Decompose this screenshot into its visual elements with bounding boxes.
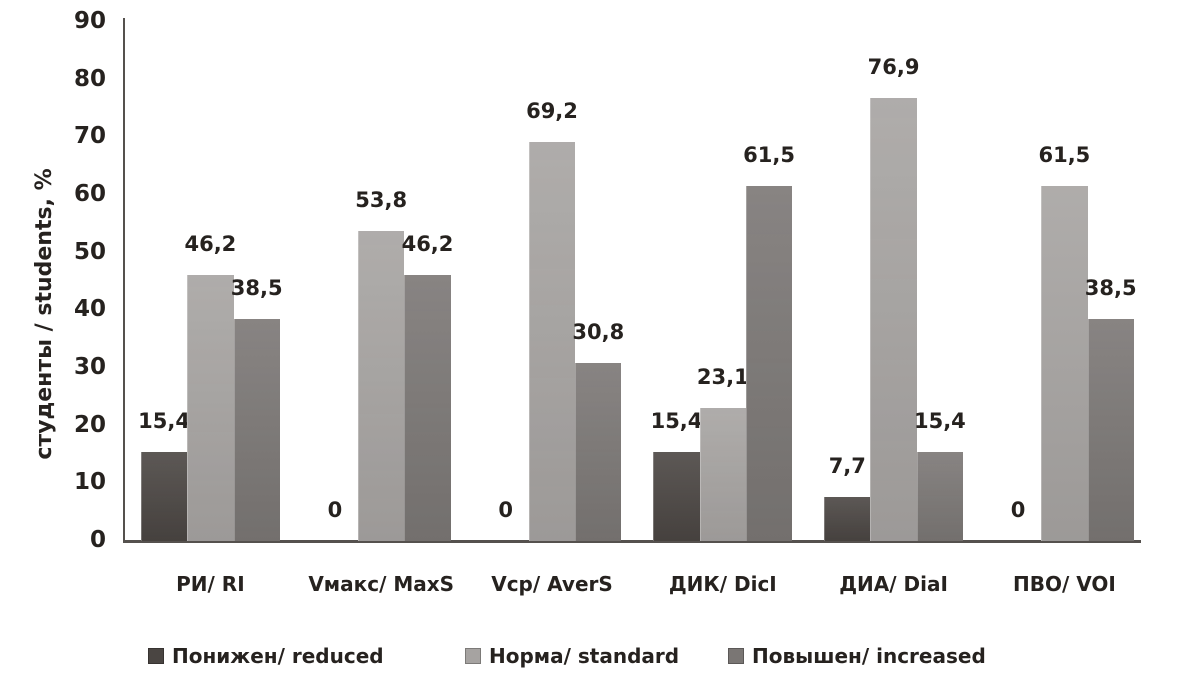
bar [870, 97, 917, 541]
category-label: РИ/ RI [176, 572, 245, 596]
bar [358, 230, 405, 541]
category-label: ДИА/ DiaI [839, 572, 948, 596]
bar [404, 274, 451, 541]
y-tick-label: 10 [73, 469, 106, 496]
bar-value-label: 38,5 [230, 275, 283, 300]
bar-value-label: 61,5 [1038, 143, 1091, 168]
bar-value-label: 15,4 [913, 409, 966, 434]
y-tick-label: 60 [73, 181, 106, 207]
bar [1087, 318, 1134, 541]
category-label: Vср/ AverS [491, 572, 613, 596]
y-tick-label: 50 [73, 238, 106, 265]
legend-item: Понижен/ reduced [148, 644, 384, 668]
y-tick-label: 40 [73, 296, 106, 323]
y-tick-label: 80 [73, 65, 106, 92]
legend-swatch-icon [148, 648, 164, 664]
bar [233, 318, 280, 541]
bar-value-label: 69,2 [526, 98, 578, 123]
category-label: ПВО/ VOI [1012, 572, 1116, 596]
y-tick-label: 70 [73, 123, 106, 150]
bar-value-label: 61,5 [743, 143, 795, 168]
bar [916, 452, 964, 541]
x-axis [123, 540, 1141, 543]
bar-value-label: 53,8 [355, 187, 408, 212]
bar-value-label: 76,9 [867, 54, 920, 79]
bar [1041, 186, 1088, 541]
legend-item: Норма/ standard [465, 644, 679, 668]
bar [187, 274, 234, 541]
y-axis [123, 18, 125, 542]
bar-value-label: 7,7 [828, 453, 866, 478]
bar [699, 407, 746, 541]
bar-value-label: 46,2 [401, 231, 454, 256]
bar [575, 363, 622, 541]
bar [824, 496, 871, 541]
category-label: Vмакс/ MaxS [308, 572, 455, 596]
bar [140, 452, 188, 541]
y-tick-label: 90 [73, 8, 106, 34]
legend-label: Повышен/ increased [752, 644, 986, 668]
bar-value-label: 46,2 [184, 231, 237, 256]
category-label: ДИК/ DicI [668, 572, 777, 596]
y-tick-label: 20 [73, 411, 106, 438]
legend-item: Повышен/ increased [728, 644, 986, 668]
legend-swatch-icon [728, 648, 744, 664]
bar [745, 186, 793, 541]
legend-label: Норма/ standard [489, 644, 680, 668]
bar-value-label: 23,1 [696, 364, 749, 389]
bar [528, 141, 576, 541]
bar-value-label: 38,5 [1084, 275, 1137, 300]
bar-value-label: 30,8 [572, 320, 625, 345]
bar-value-label: 0 [498, 498, 513, 522]
bar [653, 452, 700, 541]
bar-value-label: 15,4 [138, 409, 190, 434]
bar-value-label: 0 [1010, 498, 1026, 522]
bar-value-label: 15,4 [650, 409, 703, 434]
legend-label: Понижен/ reduced [172, 644, 384, 668]
y-tick-label: 30 [73, 354, 106, 380]
legend-swatch-icon [465, 648, 481, 664]
bar-value-label: 0 [327, 498, 343, 522]
y-tick-label: 0 [89, 527, 106, 553]
